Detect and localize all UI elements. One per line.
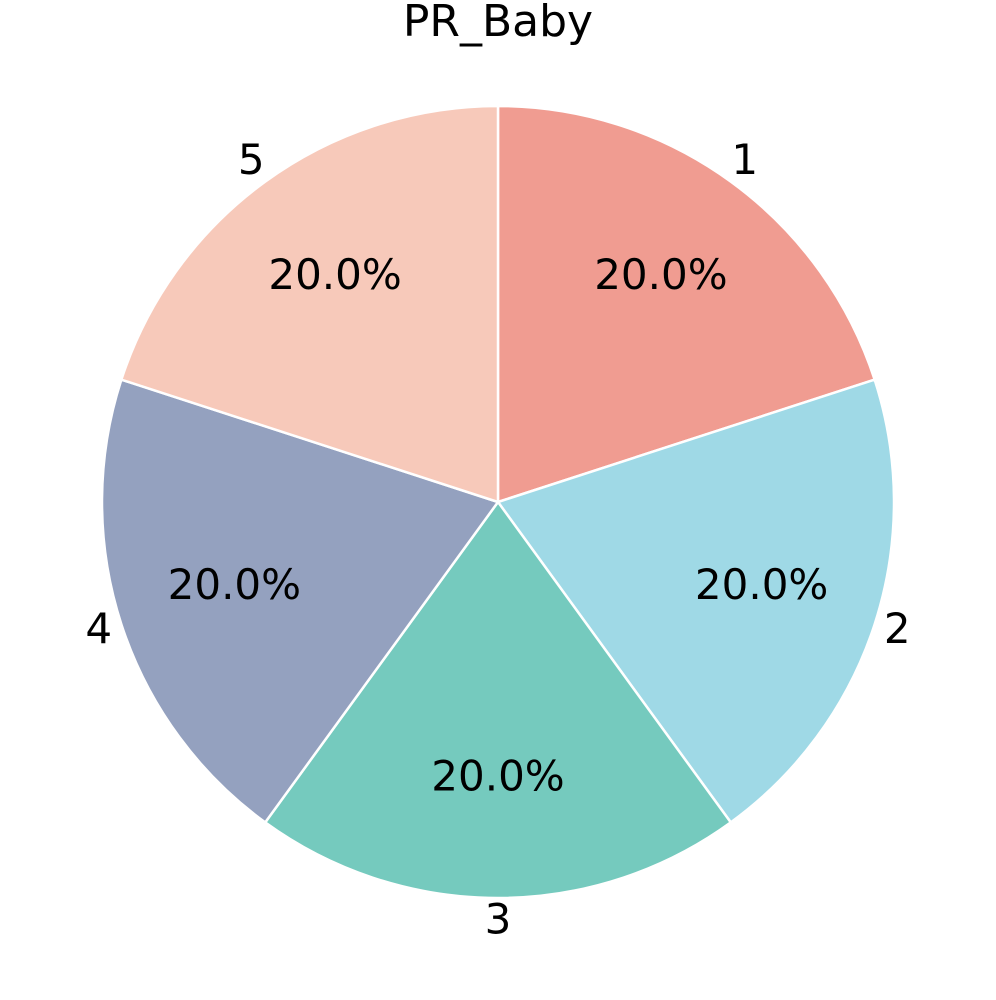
category-label: 5: [238, 135, 265, 184]
pie-slice: [100, 378, 501, 825]
value-label: 20.0%: [695, 560, 828, 609]
value-label: 20.0%: [431, 752, 564, 801]
value-label: 20.0%: [594, 250, 727, 299]
pie-slice: [496, 104, 877, 504]
pie-slice: [495, 378, 896, 825]
pie-slice: [119, 104, 500, 504]
category-label: 3: [485, 894, 512, 943]
category-label: 2: [884, 604, 911, 653]
category-label: 1: [731, 135, 758, 184]
chart-title: PR_Baby: [403, 0, 593, 47]
category-label: 4: [85, 604, 112, 653]
value-label: 20.0%: [268, 250, 401, 299]
pie-slice: [263, 499, 733, 900]
value-label: 20.0%: [168, 560, 301, 609]
